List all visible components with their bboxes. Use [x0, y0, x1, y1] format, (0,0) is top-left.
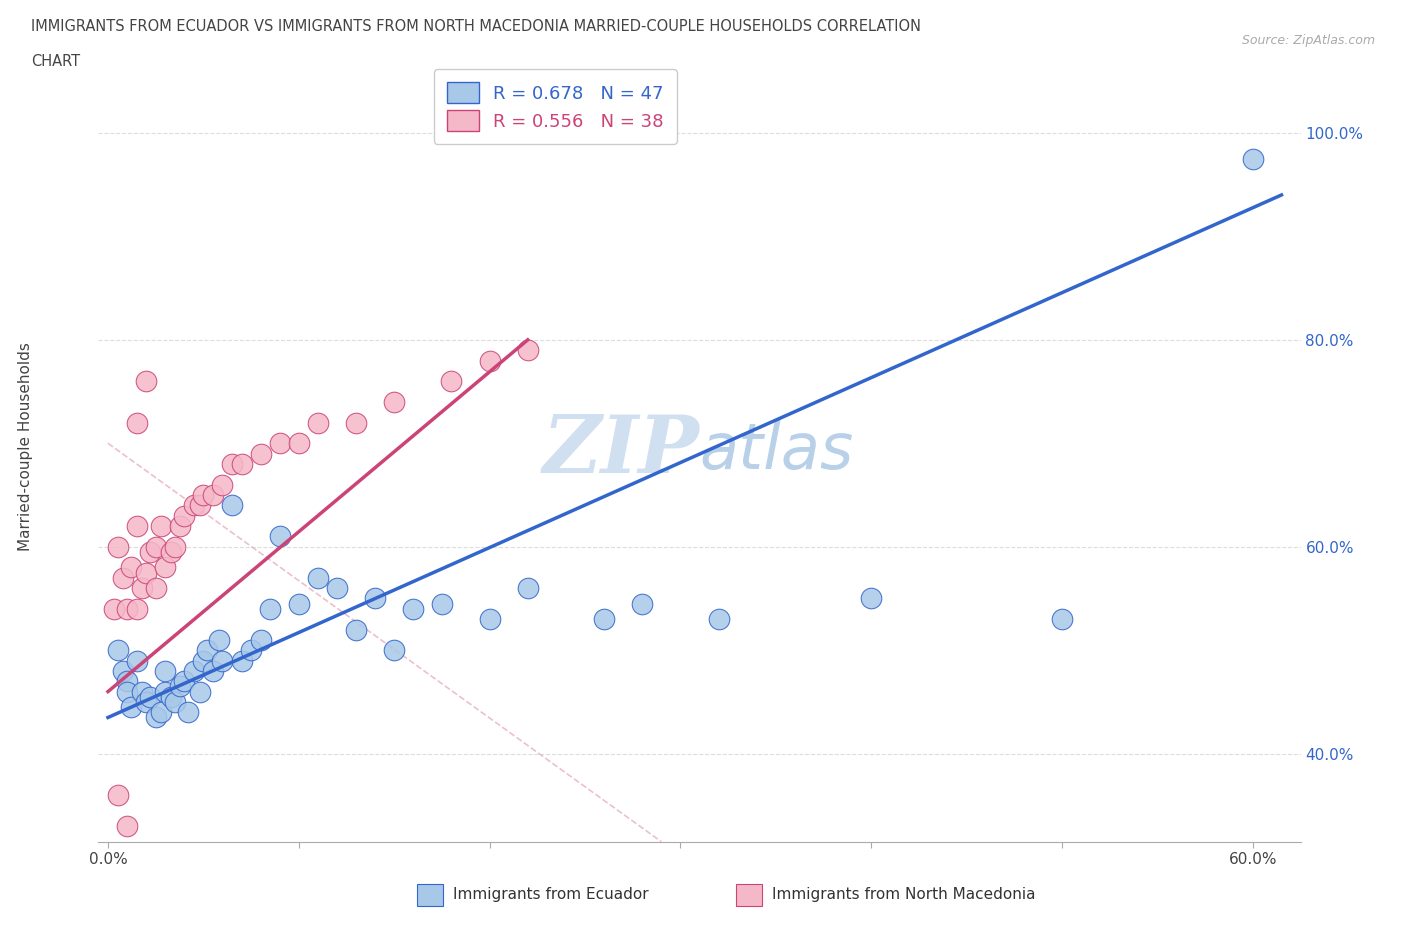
Text: Immigrants from Ecuador: Immigrants from Ecuador: [453, 887, 648, 902]
Point: [430, 596, 453, 611]
Point: [211, 477, 233, 492]
Point: [287, 436, 309, 451]
FancyBboxPatch shape: [418, 884, 443, 906]
Point: [145, 710, 167, 724]
Point: [173, 509, 195, 524]
Text: Married-couple Households: Married-couple Households: [18, 342, 32, 551]
Text: Immigrants from North Macedonia: Immigrants from North Macedonia: [772, 887, 1035, 902]
Point: [240, 643, 263, 658]
Point: [287, 596, 309, 611]
Point: [107, 788, 129, 803]
Point: [125, 519, 148, 534]
Point: [249, 446, 271, 461]
Point: [125, 602, 148, 617]
Point: [259, 602, 281, 617]
Point: [150, 519, 173, 534]
Point: [155, 684, 177, 699]
Point: [1241, 152, 1264, 166]
Point: [344, 622, 367, 637]
Point: [211, 653, 233, 668]
Point: [115, 684, 138, 699]
Point: [249, 632, 271, 647]
Point: [221, 498, 243, 512]
Point: [193, 487, 215, 502]
Point: [516, 580, 538, 595]
Point: [135, 695, 157, 710]
Point: [169, 519, 191, 534]
Point: [201, 487, 224, 502]
Point: [155, 663, 177, 678]
Point: [112, 570, 135, 585]
Point: [173, 674, 195, 689]
Point: [163, 539, 186, 554]
Point: [307, 415, 329, 430]
Text: Source: ZipAtlas.com: Source: ZipAtlas.com: [1241, 34, 1375, 47]
Point: [125, 415, 148, 430]
Text: IMMIGRANTS FROM ECUADOR VS IMMIGRANTS FROM NORTH MACEDONIA MARRIED-COUPLE HOUSEH: IMMIGRANTS FROM ECUADOR VS IMMIGRANTS FR…: [31, 19, 921, 33]
Point: [115, 674, 138, 689]
Legend: R = 0.678   N = 47, R = 0.556   N = 38: R = 0.678 N = 47, R = 0.556 N = 38: [434, 70, 676, 144]
Point: [188, 498, 211, 512]
Point: [269, 436, 291, 451]
Point: [160, 544, 183, 559]
Point: [631, 596, 654, 611]
Point: [107, 643, 129, 658]
Point: [120, 699, 142, 714]
Text: ZIP: ZIP: [543, 412, 699, 490]
Point: [183, 663, 205, 678]
Text: atlas: atlas: [699, 420, 853, 482]
Point: [169, 679, 191, 694]
Point: [150, 705, 173, 720]
Point: [231, 457, 253, 472]
Point: [115, 602, 138, 617]
Point: [269, 529, 291, 544]
Point: [382, 643, 405, 658]
Point: [177, 705, 200, 720]
FancyBboxPatch shape: [735, 884, 762, 906]
Point: [160, 689, 183, 704]
Point: [112, 663, 135, 678]
Point: [402, 602, 425, 617]
Point: [478, 612, 501, 627]
Point: [120, 560, 142, 575]
Point: [307, 570, 329, 585]
Point: [125, 653, 148, 668]
Point: [344, 415, 367, 430]
Point: [135, 565, 157, 580]
Point: [139, 544, 162, 559]
Text: CHART: CHART: [31, 54, 80, 69]
Point: [231, 653, 253, 668]
Point: [145, 539, 167, 554]
Point: [382, 394, 405, 409]
Point: [860, 591, 883, 606]
Point: [145, 580, 167, 595]
Point: [707, 612, 730, 627]
Point: [131, 580, 153, 595]
Point: [115, 818, 138, 833]
Point: [188, 684, 211, 699]
Point: [193, 653, 215, 668]
Point: [183, 498, 205, 512]
Point: [478, 353, 501, 368]
Point: [1050, 612, 1073, 627]
Point: [195, 643, 218, 658]
Point: [208, 632, 231, 647]
Point: [221, 457, 243, 472]
Point: [364, 591, 387, 606]
Point: [201, 663, 224, 678]
Point: [131, 684, 153, 699]
Point: [593, 612, 616, 627]
Point: [139, 689, 162, 704]
Point: [516, 343, 538, 358]
Point: [135, 374, 157, 389]
Point: [155, 560, 177, 575]
Point: [326, 580, 349, 595]
Point: [440, 374, 463, 389]
Point: [103, 602, 125, 617]
Point: [163, 695, 186, 710]
Point: [107, 539, 129, 554]
